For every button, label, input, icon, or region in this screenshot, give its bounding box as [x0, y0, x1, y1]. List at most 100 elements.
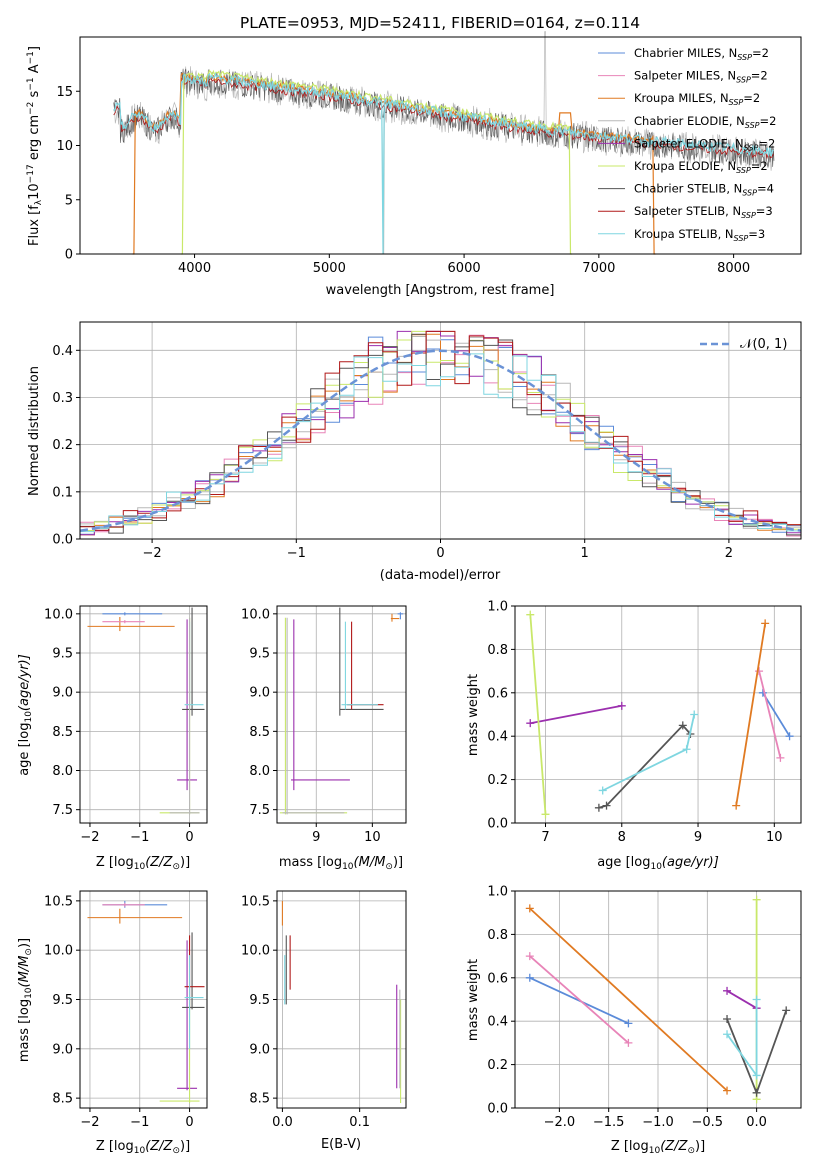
- weight-point: [723, 1030, 732, 1039]
- mass-vs-ebv-markers: [281, 900, 402, 1104]
- mass-vs-z-xlabel: Z [log10(Z/Z⊙)]: [96, 1139, 190, 1156]
- weight-point: [752, 995, 761, 1004]
- weight-point: [752, 895, 761, 904]
- histogram-panel: −2 −1 0 1 2 0.0 0.1 0.2 0.3 0.4 (data-model)/erro…: [27, 321, 802, 583]
- weight-line-kroupa-miles: [529, 907, 728, 1092]
- weight-point: [525, 904, 534, 913]
- spectrum-line-kroupa-stelib: [113, 72, 774, 255]
- weight-point: [752, 1088, 761, 1097]
- y-tick-label: 10.0: [44, 607, 73, 622]
- legend-entry: Salpeter MILES, NSSP=2: [634, 69, 768, 85]
- y-tick-label: 8.5: [249, 725, 270, 740]
- x-tick-label: 10: [364, 830, 381, 845]
- weight-point: [525, 973, 534, 982]
- y-tick-label: 9.0: [249, 1042, 270, 1057]
- x-tick-label: 7: [541, 830, 549, 845]
- gauss-curve: [79, 349, 802, 532]
- legend-entry: Kroupa STELIB, NSSP=3: [634, 227, 765, 243]
- y-tick-label: 8.5: [52, 1092, 73, 1107]
- mass-vs-z-markers: [87, 900, 205, 1104]
- weight-vs-z-lines: [525, 895, 791, 1104]
- weight-point: [723, 1015, 732, 1024]
- mass-vs-z-ylabel: mass [log10(M/M⊙)]: [17, 938, 34, 1062]
- weight-point: [732, 801, 741, 810]
- weight-point: [785, 732, 794, 741]
- y-tick-label: 0.2: [487, 1058, 508, 1073]
- weight-point: [723, 1086, 732, 1095]
- histogram-xlabel: (data-model)/error: [380, 568, 501, 583]
- x-tick-label: −2: [80, 1115, 99, 1130]
- spectrum-line-kroupa-elodie: [181, 69, 572, 255]
- weight-point: [598, 786, 607, 795]
- spectrum-line-kroupa-miles: [132, 72, 656, 255]
- x-tick-label: −2.0: [544, 1115, 576, 1130]
- weight-line-salpeter-elodie: [530, 704, 622, 725]
- y-tick-label: 8.0: [52, 764, 73, 779]
- y-tick-label: 10.5: [44, 894, 73, 909]
- y-tick-label: 0.3: [52, 391, 73, 406]
- y-tick-label: 0.8: [487, 928, 508, 943]
- weight-line-salpeter-miles: [529, 955, 629, 1044]
- y-tick-label: 0.4: [487, 730, 508, 745]
- weight-line-chabrier-stelib: [598, 724, 692, 809]
- y-tick-label: 15: [56, 85, 73, 100]
- y-tick-label: 10: [56, 139, 73, 154]
- legend-entry: Chabrier MILES, NSSP=2: [634, 46, 769, 62]
- x-tick-label: −1.5: [593, 1115, 625, 1130]
- age-vs-mass-xlabel: mass [log10(M/M⊙)]: [279, 855, 403, 872]
- x-tick-label: −2: [143, 546, 162, 561]
- y-tick-label: 8.5: [52, 725, 73, 740]
- age-vs-mass-markers: [279, 607, 404, 815]
- weight-vs-age-frame: [514, 605, 802, 824]
- x-tick-label: −2: [80, 830, 99, 845]
- weight-point: [752, 1071, 761, 1080]
- weight-point: [678, 721, 687, 730]
- x-tick-label: 9: [312, 830, 320, 845]
- x-tick-label: −1: [130, 830, 149, 845]
- y-tick-label: 0.2: [52, 438, 73, 453]
- x-tick-label: 0.0: [746, 1115, 767, 1130]
- x-tick-label: 2: [725, 546, 733, 561]
- x-tick-label: −0.5: [692, 1115, 724, 1130]
- mass-vs-ebv-xlabel: E(B-V): [321, 1137, 361, 1152]
- weight-line-salpeter-miles: [758, 670, 782, 759]
- histogram-steps: [79, 330, 802, 537]
- y-tick-label: 0.4: [487, 1015, 508, 1030]
- weight-point: [776, 753, 785, 762]
- y-tick-label: 10.0: [44, 944, 73, 959]
- spectrum-legend: Chabrier MILES, NSSP=2 Salpeter MILES, NS…: [598, 46, 776, 243]
- spectrum-xlabel: wavelength [Angstrom, rest frame]: [326, 283, 555, 298]
- x-tick-label: 0.1: [349, 1115, 370, 1130]
- legend-entry: Kroupa ELODIE, NSSP=2: [634, 159, 768, 175]
- weight-point: [782, 1006, 791, 1015]
- weight-vs-z-ylabel: mass weight: [466, 959, 481, 1041]
- age-vs-mass-frame: [276, 605, 407, 824]
- x-tick-label: 0: [436, 546, 444, 561]
- weight-point: [690, 710, 699, 719]
- y-tick-label: 0.6: [487, 686, 508, 701]
- spectrum-ylabel: Flux [fλ10−17 erg cm−2 s−1 A−1]: [26, 46, 44, 246]
- histogram-step-chabrier-stelib: [80, 333, 801, 536]
- age-vs-z-ylabel: age [log10(age/yr)]: [17, 654, 34, 776]
- y-tick-label: 9.0: [249, 686, 270, 701]
- spectrum-lines: [113, 31, 775, 255]
- y-tick-label: 0.4: [52, 344, 73, 359]
- y-tick-label: 10.0: [241, 607, 270, 622]
- weight-point: [602, 801, 611, 810]
- weight-vs-age-xlabel: age [log10(age/yr)]: [597, 855, 719, 872]
- y-tick-label: 0.0: [487, 1102, 508, 1117]
- weight-vs-age-panel: 7 8 9 10 0.0 0.2 0.4 0.6 0.8 1.0 age [log10(age/y…: [466, 600, 802, 872]
- mass-vs-z-panel: −2 −1 0 8.5 9.0 9.5 10.0 10.5 Z [log10(Z/Z⊙)] m…: [17, 890, 208, 1156]
- weight-line-kroupa-stelib: [726, 999, 758, 1079]
- legend-entry: Kroupa MILES, NSSP=2: [634, 91, 760, 107]
- weight-point: [526, 719, 535, 728]
- weight-line-kroupa-elodie: [529, 614, 547, 815]
- histogram-step-salpeter-stelib: [80, 330, 801, 531]
- weight-point: [541, 810, 550, 819]
- y-tick-label: 8.0: [249, 764, 270, 779]
- age-vs-z-panel: −2 −1 0 7.5 8.0 8.5 9.0 9.5 10.0 Z [log10(Z/Z⊙)]…: [17, 605, 208, 872]
- y-tick-label: 1.0: [487, 885, 508, 900]
- gauss-legend-label: 𝒩(0, 1): [740, 337, 787, 352]
- y-tick-label: 1.0: [487, 600, 508, 615]
- y-tick-label: 5: [65, 193, 73, 208]
